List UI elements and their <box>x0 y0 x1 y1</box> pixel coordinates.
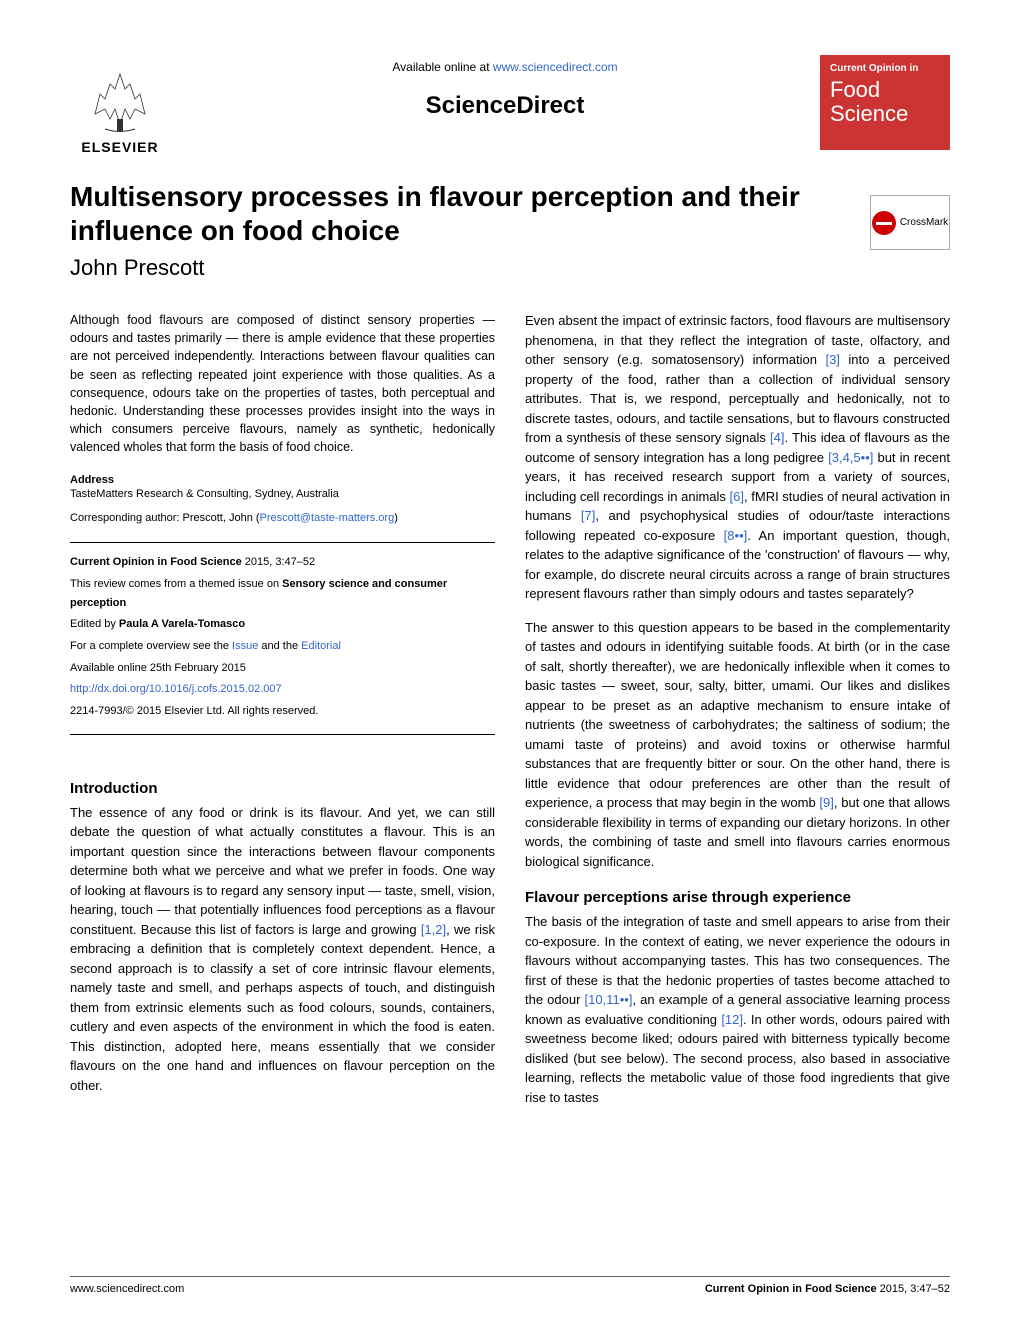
journal-badge: Current Opinion in Food Science <box>820 55 950 150</box>
elsevier-logo: ELSEVIER <box>70 55 170 155</box>
crossmark-inner: CrossMark <box>872 211 948 235</box>
journal-badge-area: Current Opinion in Food Science <box>820 55 950 150</box>
author: John Prescott <box>70 255 870 281</box>
ref-6[interactable]: [6] <box>730 489 744 504</box>
overview-links: For a complete overview see the Issue an… <box>70 637 495 656</box>
ref-3[interactable]: [3] <box>825 352 839 367</box>
ref-7[interactable]: [7] <box>581 508 595 523</box>
journal-series: Current Opinion in <box>830 63 940 74</box>
header: ELSEVIER Available online at www.science… <box>70 55 950 155</box>
corresponding-author: Corresponding author: Prescott, John (Pr… <box>70 512 495 524</box>
para-3: The basis of the integration of taste an… <box>525 912 950 1107</box>
ref-4[interactable]: [4] <box>770 430 784 445</box>
introduction-text: The essence of any food or drink is its … <box>70 803 495 1096</box>
ref-12[interactable]: [12] <box>721 1012 743 1027</box>
address-label: Address <box>70 474 495 486</box>
columns: Although food flavours are composed of d… <box>70 311 950 1121</box>
copyright: 2214-7993/© 2015 Elsevier Ltd. All right… <box>70 702 495 721</box>
footer: www.sciencedirect.com Current Opinion in… <box>70 1276 950 1295</box>
crossmark-label: CrossMark <box>900 217 948 228</box>
ref-3-4-5[interactable]: [3,4,5••] <box>828 450 873 465</box>
address: TasteMatters Research & Consulting, Sydn… <box>70 488 495 500</box>
left-column: Although food flavours are composed of d… <box>70 311 495 1121</box>
title-block: Multisensory processes in flavour percep… <box>70 180 950 281</box>
crossmark-badge[interactable]: CrossMark <box>870 195 950 250</box>
article-info-box: Current Opinion in Food Science 2015, 3:… <box>70 542 495 735</box>
ref-9[interactable]: [9] <box>819 795 833 810</box>
footer-left: www.sciencedirect.com <box>70 1283 184 1295</box>
editorial-link[interactable]: Editorial <box>301 640 341 652</box>
ref-1-2[interactable]: [1,2] <box>421 922 446 937</box>
themed-issue: This review comes from a themed issue on… <box>70 575 495 612</box>
ref-8[interactable]: [8••] <box>724 528 748 543</box>
para-1: Even absent the impact of extrinsic fact… <box>525 311 950 604</box>
sciencedirect-brand: ScienceDirect <box>190 92 820 120</box>
page: ELSEVIER Available online at www.science… <box>0 0 1020 1151</box>
sciencedirect-link[interactable]: www.sciencedirect.com <box>493 60 618 74</box>
header-center: Available online at www.sciencedirect.co… <box>190 55 820 120</box>
abstract: Although food flavours are composed of d… <box>70 311 495 456</box>
publisher-logo-area: ELSEVIER <box>70 55 190 155</box>
introduction-heading: Introduction <box>70 780 495 797</box>
journal-title: Food Science <box>830 78 940 126</box>
para-2: The answer to this question appears to b… <box>525 618 950 872</box>
article-title: Multisensory processes in flavour percep… <box>70 180 870 247</box>
journal-reference: Current Opinion in Food Science 2015, 3:… <box>70 553 495 572</box>
editor: Edited by Paula A Varela-Tomasco <box>70 615 495 634</box>
ref-10-11[interactable]: [10,11••] <box>585 992 633 1007</box>
available-online: Available online at www.sciencedirect.co… <box>190 60 820 74</box>
doi-link[interactable]: http://dx.doi.org/10.1016/j.cofs.2015.02… <box>70 683 282 695</box>
section-heading-2: Flavour perceptions arise through experi… <box>525 889 950 906</box>
available-date: Available online 25th February 2015 <box>70 659 495 678</box>
right-column: Even absent the impact of extrinsic fact… <box>525 311 950 1121</box>
elsevier-text: ELSEVIER <box>81 139 158 155</box>
issue-link[interactable]: Issue <box>232 640 258 652</box>
footer-right: Current Opinion in Food Science 2015, 3:… <box>705 1283 950 1295</box>
email-link[interactable]: Prescott@taste-matters.org <box>260 512 395 524</box>
crossmark-icon <box>872 211 896 235</box>
title-text: Multisensory processes in flavour percep… <box>70 180 870 281</box>
doi: http://dx.doi.org/10.1016/j.cofs.2015.02… <box>70 680 495 699</box>
elsevier-tree-icon <box>80 64 160 134</box>
